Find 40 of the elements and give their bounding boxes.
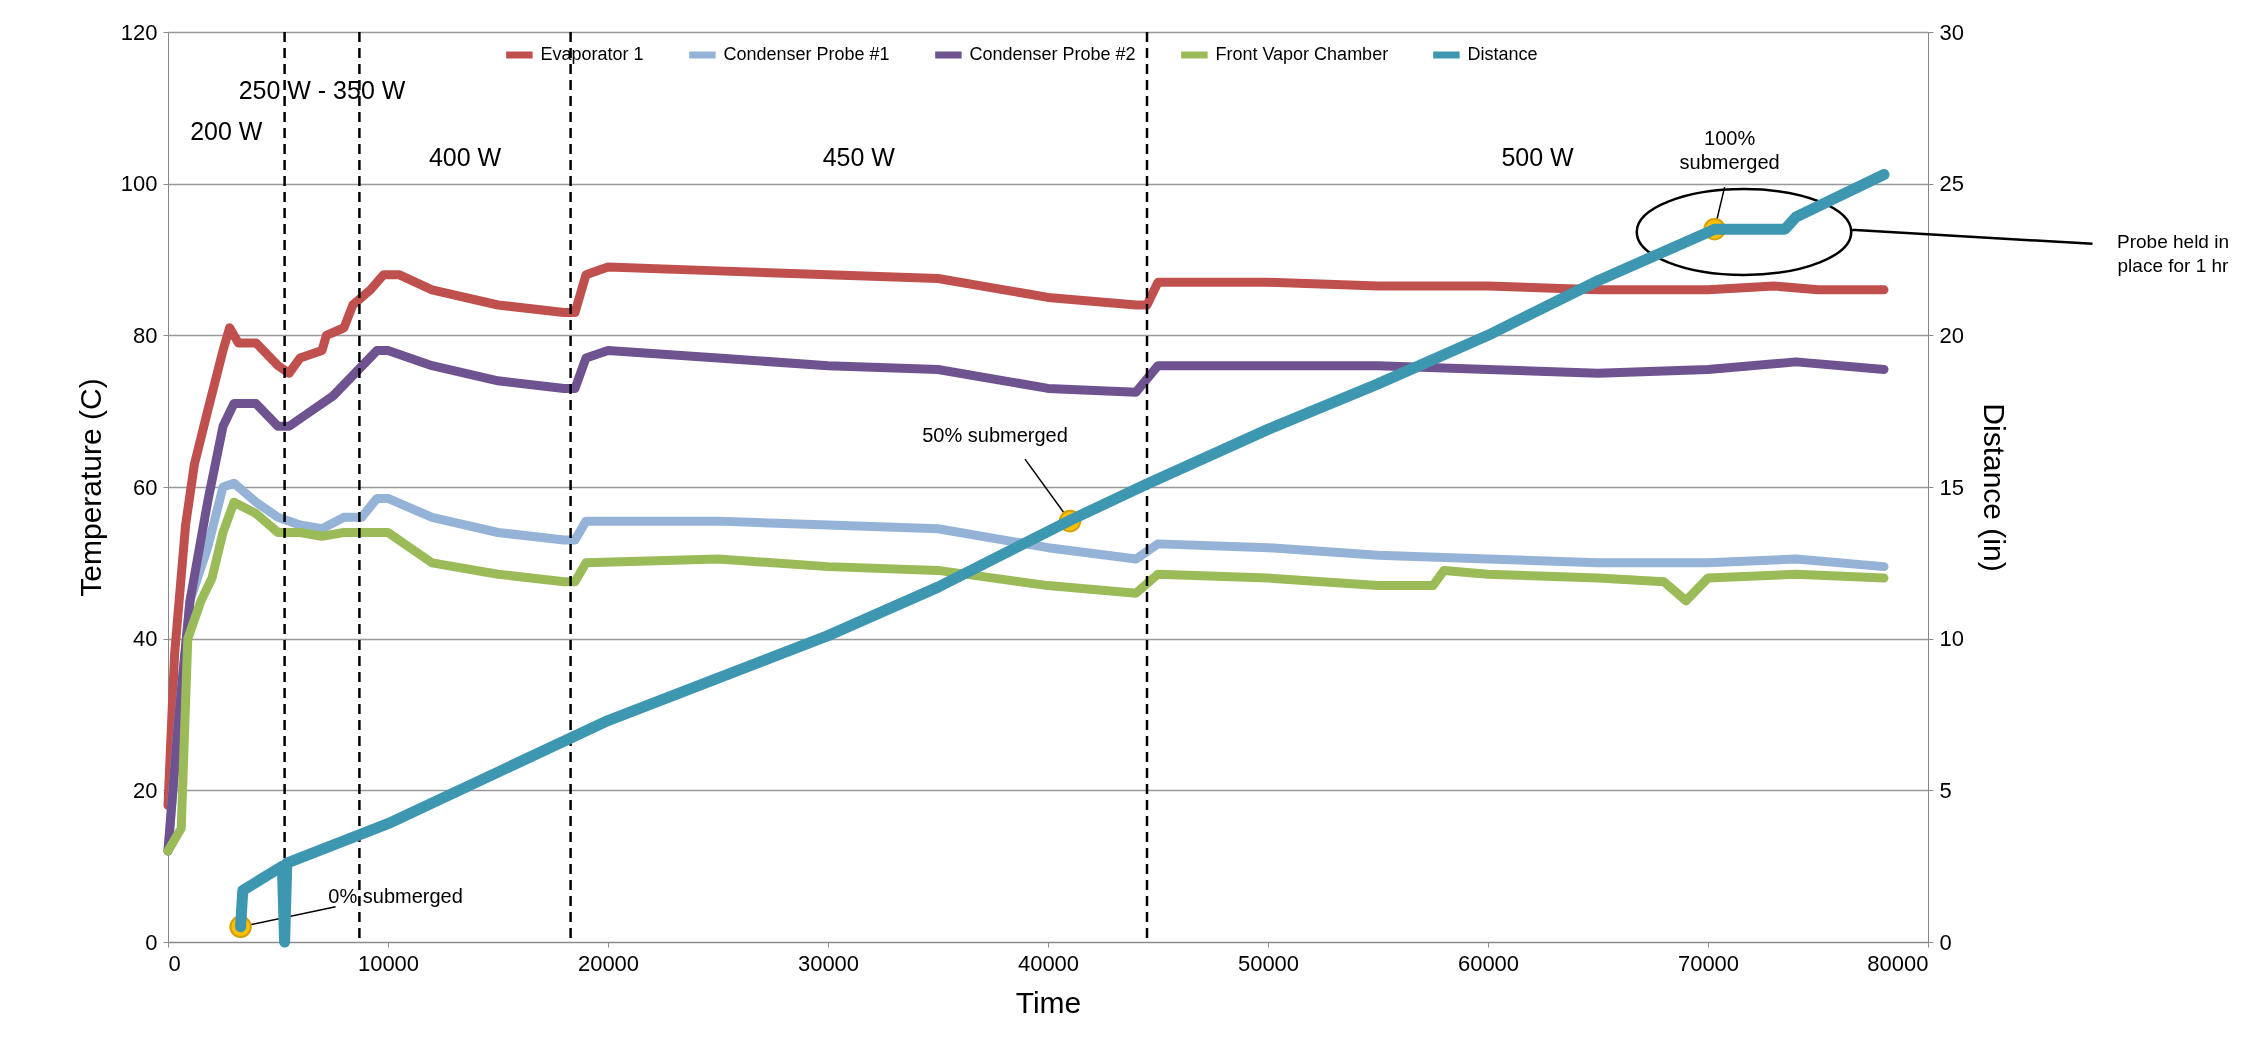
- annotation: 200 W: [190, 117, 263, 145]
- y2-tick-label: 30: [1939, 19, 1964, 45]
- y-tick-label: 0: [145, 929, 158, 955]
- x-tick-label: 60000: [1457, 950, 1520, 976]
- x-tick-label: 0: [168, 950, 181, 976]
- y2-axis-title: Distance (in): [1977, 403, 2011, 572]
- x-tick-label: 80000: [1867, 950, 1929, 976]
- x-tick-label: 40000: [1017, 950, 1080, 976]
- x-tick-label: 50000: [1237, 950, 1300, 976]
- y2-tick-label: 25: [1939, 171, 1964, 197]
- y-tick-label: 120: [120, 19, 158, 45]
- annotation: 250 W - 350 W: [238, 76, 406, 104]
- y2-tick-label: 10: [1939, 626, 1964, 652]
- annotation: 50% submerged: [922, 424, 1068, 447]
- annotation: 450 W: [822, 143, 896, 171]
- annotation: 500 W: [1501, 143, 1575, 171]
- legend-label: Evaporator 1: [540, 44, 644, 64]
- y2-tick-label: 5: [1939, 777, 1952, 803]
- legend-label: Condenser Probe #1: [723, 44, 890, 64]
- legend-label: Front Vapor Chamber: [1215, 44, 1389, 64]
- y-tick-label: 80: [133, 322, 158, 348]
- y-tick-label: 60: [133, 474, 158, 500]
- annotation: 100% submerged: [1679, 127, 1780, 174]
- y2-tick-label: 15: [1939, 474, 1964, 500]
- x-tick-label: 10000: [357, 950, 420, 976]
- y-tick-label: 40: [133, 626, 158, 652]
- legend-label: Distance: [1467, 44, 1538, 64]
- y2-tick-label: 0: [1939, 929, 1952, 955]
- x-tick-label: 70000: [1677, 950, 1740, 976]
- y-axis-title: Temperature (C): [73, 378, 107, 597]
- y-tick-label: 20: [133, 777, 158, 803]
- x-tick-label: 20000: [577, 950, 640, 976]
- annotation: 0% submerged: [328, 884, 463, 907]
- y2-tick-label: 20: [1939, 322, 1964, 348]
- x-tick-label: 30000: [797, 950, 860, 976]
- text: Probe held in place for 1 hr: [2117, 231, 2230, 276]
- annotation: 400 W: [428, 143, 502, 171]
- x-axis-title: Time: [1015, 985, 1082, 1019]
- legend-label: Condenser Probe #2: [969, 44, 1136, 64]
- y-tick-label: 100: [120, 171, 158, 197]
